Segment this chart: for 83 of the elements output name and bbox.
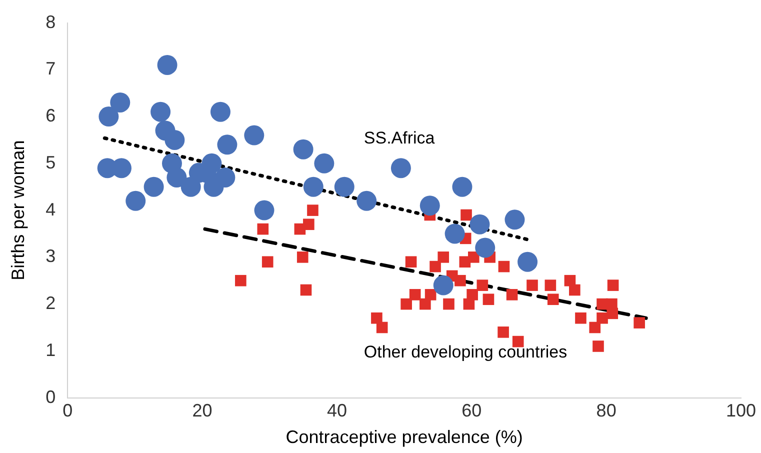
point: [420, 298, 431, 310]
y-tick-label: 2: [46, 293, 56, 314]
point: [303, 218, 314, 230]
point: [150, 102, 171, 122]
point: [476, 280, 488, 291]
point: [569, 284, 580, 296]
point: [443, 298, 454, 310]
point: [526, 280, 538, 291]
x-tick-label: 100: [726, 400, 756, 421]
y-axis-title: Births per woman: [8, 140, 28, 280]
y-tick-label: 5: [46, 152, 56, 172]
point: [468, 252, 480, 263]
x-axis-title: Contraceptive prevalence (%): [286, 427, 523, 448]
point: [518, 252, 538, 272]
point: [575, 312, 586, 324]
x-tick-label: 0: [62, 400, 73, 421]
point: [98, 106, 119, 127]
point: [314, 153, 334, 174]
point: [262, 256, 274, 268]
point: [463, 298, 475, 310]
point: [166, 167, 187, 188]
y-tick-label: 6: [46, 106, 56, 126]
point: [215, 167, 236, 188]
point: [606, 308, 618, 320]
y-tick-label: 7: [46, 58, 56, 79]
x-tick-label: 60: [462, 400, 482, 421]
point: [390, 158, 411, 178]
series-label: Other developing countries: [364, 342, 568, 362]
point: [303, 176, 324, 197]
y-tick-label: 4: [46, 199, 56, 220]
point: [444, 224, 465, 244]
point: [126, 190, 146, 211]
point: [420, 196, 440, 216]
point: [235, 274, 246, 286]
point: [470, 214, 490, 234]
point: [589, 322, 601, 334]
x-tick-label: 80: [596, 400, 616, 421]
point: [405, 256, 417, 268]
point: [180, 176, 201, 197]
point: [433, 275, 454, 296]
point: [460, 209, 472, 221]
point: [110, 92, 130, 112]
point: [296, 252, 308, 263]
point: [634, 317, 645, 328]
x-tick-label: 20: [192, 400, 212, 421]
point: [244, 125, 264, 146]
point: [217, 134, 238, 155]
point: [210, 102, 230, 122]
point: [400, 298, 412, 310]
point: [596, 312, 608, 324]
point: [607, 280, 619, 291]
point: [371, 312, 382, 324]
point: [430, 260, 441, 272]
point: [504, 210, 525, 230]
point: [592, 340, 604, 352]
point: [498, 326, 509, 338]
point: [300, 284, 312, 296]
y-tick-label: 8: [46, 12, 56, 32]
point: [307, 204, 318, 216]
point: [257, 223, 269, 235]
point: [482, 294, 494, 306]
point: [409, 289, 421, 300]
point: [506, 289, 518, 300]
point: [498, 260, 510, 272]
point: [254, 200, 274, 220]
series-label: SS.Africa: [364, 128, 436, 148]
point: [475, 238, 496, 258]
point: [293, 139, 314, 160]
x-tick-label: 40: [326, 400, 347, 421]
y-tick-label: 0: [46, 386, 56, 407]
point: [144, 176, 164, 197]
point: [376, 322, 388, 334]
point: [356, 190, 377, 211]
point: [157, 54, 178, 75]
point: [334, 176, 354, 197]
point: [452, 176, 472, 197]
y-tick-label: 3: [46, 246, 56, 266]
point: [544, 280, 556, 291]
y-tick-label: 1: [46, 340, 56, 360]
point: [547, 294, 559, 306]
point: [164, 130, 185, 150]
point: [454, 274, 466, 286]
point: [438, 252, 450, 263]
